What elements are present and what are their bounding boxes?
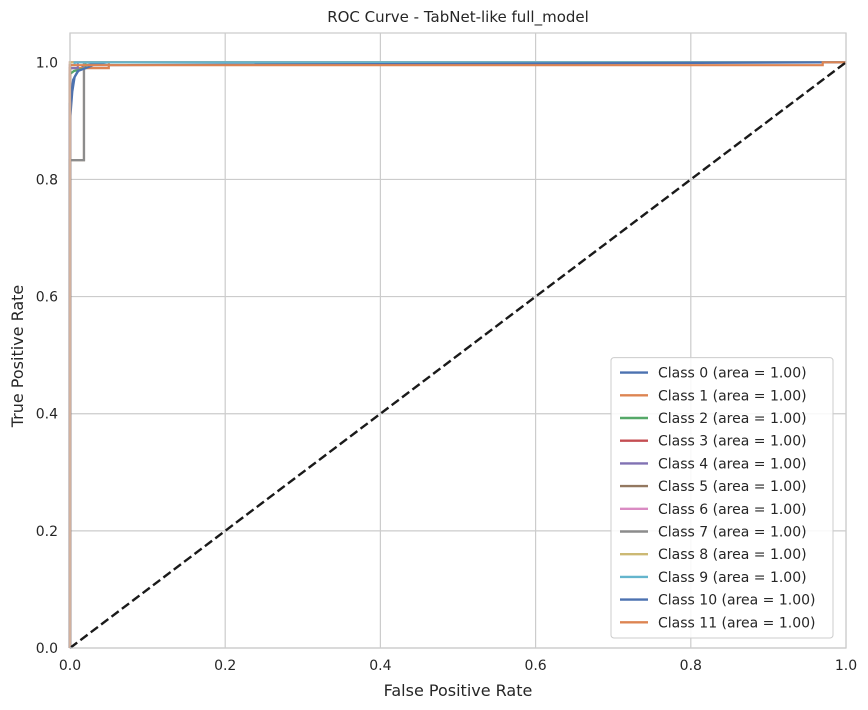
legend: Class 0 (area = 1.00) Class 1 (area = 1.0…	[610, 357, 834, 639]
x-tick-label: 1.0	[835, 658, 857, 674]
legend-entry-class-6: Class 6 (area = 1.00)	[620, 502, 807, 518]
legend-entry-class-2: Class 2 (area = 1.00)	[620, 411, 807, 427]
y-tick-label: 1.0	[36, 55, 58, 71]
legend-entry-class-11: Class 11 (area = 1.00)	[620, 615, 816, 631]
x-axis-ticks: 0.0 0.2 0.4 0.6 0.8 1.0	[59, 658, 857, 674]
legend-entry-class-1: Class 1 (area = 1.00)	[620, 388, 807, 404]
chance-diagonal-line	[69, 61, 847, 649]
legend-box	[610, 357, 834, 639]
legend-label: Class 5 (area = 1.00)	[658, 479, 807, 495]
y-tick-label: 0.0	[36, 641, 58, 657]
x-tick-label: 0.8	[680, 658, 702, 674]
y-axis-label: True Positive Rate	[8, 285, 27, 429]
legend-label: Class 10 (area = 1.00)	[658, 593, 816, 609]
legend-entry-class-8: Class 8 (area = 1.00)	[620, 547, 807, 563]
legend-label: Class 6 (area = 1.00)	[658, 502, 807, 518]
legend-entry-class-9: Class 9 (area = 1.00)	[620, 570, 807, 586]
x-axis-label: False Positive Rate	[384, 681, 533, 700]
legend-label: Class 7 (area = 1.00)	[658, 525, 807, 541]
legend-label: Class 3 (area = 1.00)	[658, 434, 807, 450]
legend-label: Class 4 (area = 1.00)	[658, 456, 807, 472]
legend-entry-class-5: Class 5 (area = 1.00)	[620, 479, 807, 495]
legend-label: Class 1 (area = 1.00)	[658, 388, 807, 404]
x-tick-label: 0.4	[369, 658, 391, 674]
legend-entry-class-7: Class 7 (area = 1.00)	[620, 525, 807, 541]
y-axis-ticks: 0.0 0.2 0.4 0.6 0.8 1.0	[36, 55, 58, 657]
legend-label: Class 2 (area = 1.00)	[658, 411, 807, 427]
y-tick-label: 0.8	[36, 172, 58, 188]
y-tick-label: 0.6	[36, 290, 58, 306]
plot-frame	[69, 32, 847, 649]
y-tick-label: 0.4	[36, 407, 58, 423]
legend-entry-class-4: Class 4 (area = 1.00)	[620, 456, 807, 472]
legend-entry-class-0: Class 0 (area = 1.00)	[620, 366, 807, 382]
legend-label: Class 8 (area = 1.00)	[658, 547, 807, 563]
y-tick-label: 0.2	[36, 524, 58, 540]
chart-title: ROC Curve - TabNet-like full_model	[327, 8, 589, 27]
legend-items: Class 0 (area = 1.00) Class 1 (area = 1.0…	[620, 366, 816, 631]
legend-label: Class 11 (area = 1.00)	[658, 615, 816, 631]
x-tick-label: 0.0	[59, 658, 81, 674]
legend-entry-class-10: Class 10 (area = 1.00)	[620, 593, 816, 609]
x-tick-label: 0.6	[524, 658, 546, 674]
x-tick-label: 0.2	[214, 658, 236, 674]
legend-entry-class-3: Class 3 (area = 1.00)	[620, 434, 807, 450]
legend-label: Class 0 (area = 1.00)	[658, 366, 807, 382]
legend-label: Class 9 (area = 1.00)	[658, 570, 807, 586]
